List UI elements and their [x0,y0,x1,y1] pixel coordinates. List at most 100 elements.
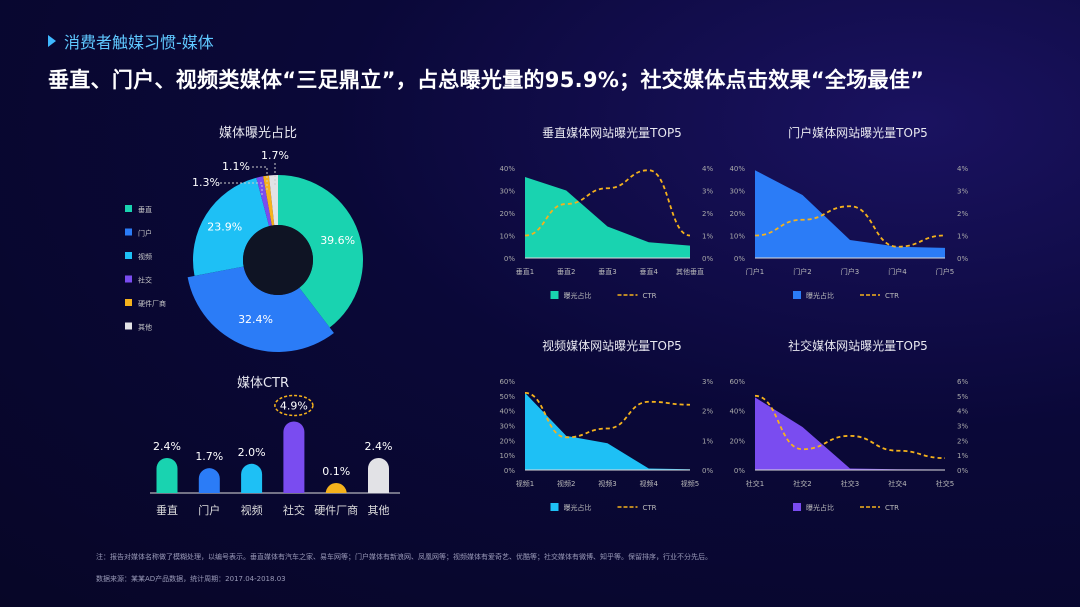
y-tick: 30% [499,188,515,196]
legend-swatch [550,291,559,299]
headline: 垂直、门户、视频类媒体“三足鼎立”，占总曝光量的95.9%；社交媒体点击效果“全… [48,68,925,92]
x-tick: 垂直3 [598,267,616,276]
footnote: 注：报告对媒体名称做了模糊处理，以编号表示。垂直媒体有汽车之家、易车网等；门户媒… [96,546,712,590]
x-tick: 社交5 [936,479,954,488]
y2-tick: 4% [957,165,968,173]
slice-label: 32.4% [238,313,273,326]
x-tick: 门户1 [746,267,764,276]
bar [198,468,220,493]
legend-label: 垂直 [138,205,152,214]
donut-hole [243,225,313,295]
category-label: 垂直 [156,503,178,517]
x-tick: 视频3 [598,479,616,488]
bar-label: 2.4% [153,440,181,453]
x-tick: 视频5 [681,479,699,488]
y-tick: 50% [499,393,515,401]
chart-title: 门户媒体网站曝光量TOP5 [788,125,928,140]
donut-slice-垂直 [278,175,364,328]
area-曝光占比 [755,170,945,258]
legend-swatch [125,228,132,236]
y-tick: 30% [729,188,745,196]
y-tick: 10% [499,452,515,460]
y-tick: 20% [499,437,515,445]
bar [156,457,178,493]
y-tick: 40% [499,165,515,173]
slice-label-outer: 1.3% [192,176,220,189]
x-tick: 社交3 [841,479,859,488]
x-tick: 社交2 [793,479,811,488]
bar-label: 2.0% [238,446,266,459]
y2-tick: 2% [702,408,713,416]
y2-tick: 0% [702,255,713,263]
y2-tick: 1% [702,437,713,445]
y-tick: 60% [499,378,515,386]
bar-label: 1.7% [195,450,223,463]
bar-label: 0.1% [322,465,350,478]
bar [241,463,263,493]
bar [283,421,305,493]
y-tick: 10% [729,233,745,241]
y2-tick: 3% [957,188,968,196]
y-tick: 0% [504,467,515,475]
note-text: 注：报告对媒体名称做了模糊处理，以编号表示。垂直媒体有汽车之家、易车网等；门户媒… [96,553,712,561]
chart-title: 媒体曝光占比 [219,126,297,141]
y2-tick: 4% [702,165,713,173]
y-tick: 40% [729,165,745,173]
x-tick: 社交1 [746,479,764,488]
y2-tick: 2% [957,437,968,445]
legend-swatch [125,252,132,259]
legend-label: CTR [885,504,899,512]
x-tick: 视频4 [640,479,659,488]
x-tick: 视频2 [557,479,575,488]
y-tick: 0% [504,255,515,263]
section-title-text: 消费者触媒习惯-媒体 [64,33,214,52]
legend-label: 曝光占比 [564,291,592,300]
x-tick: 垂直1 [516,267,534,276]
legend-label: CTR [643,292,657,300]
y2-tick: 0% [957,255,968,263]
x-tick: 门户3 [841,267,859,276]
category-label: 其他 [368,504,390,517]
bar-label: 2.4% [365,440,393,453]
y-tick: 20% [499,210,515,218]
section-title: 消费者触媒习惯-媒体 [48,29,214,53]
legend-label: 门户 [138,229,152,238]
y2-tick: 0% [957,467,968,475]
x-tick: 门户5 [936,267,954,276]
bar [325,483,347,494]
chart-title: 媒体CTR [237,376,289,391]
x-tick: 其他垂直 [676,267,704,276]
y-tick: 40% [729,408,745,416]
area-曝光占比 [755,397,945,470]
category-label: 门户 [198,503,220,517]
y2-tick: 1% [702,233,713,241]
x-tick: 门户4 [888,267,907,276]
y-tick: 0% [734,255,745,263]
chart-title: 垂直媒体网站曝光量TOP5 [542,126,682,140]
legend-label: CTR [885,292,899,300]
ctr-line [524,391,691,439]
bar-label: 4.9% [280,399,308,412]
donut-slice-视频 [193,177,270,276]
y-tick: 10% [499,233,515,241]
legend-label: 社交 [138,276,152,285]
x-tick: 垂直2 [557,267,575,276]
donut-slice-门户 [187,266,334,352]
y2-tick: 5% [957,393,968,401]
y2-tick: 4% [957,408,968,416]
area-曝光占比 [525,177,690,258]
y-tick: 30% [499,423,515,431]
x-tick: 垂直4 [640,267,659,276]
legend-label: 曝光占比 [564,503,592,512]
legend-swatch [125,205,132,212]
highlight-ellipse [274,394,314,417]
slice-label-outer: 1.7% [261,149,289,162]
y-tick: 60% [729,378,745,386]
legend-swatch [125,275,132,283]
ctr-line [754,394,946,460]
legend-swatch [550,503,559,511]
y2-tick: 2% [957,210,968,218]
legend-label: 硬件厂商 [138,299,166,308]
legend-label: 视频 [138,252,152,261]
